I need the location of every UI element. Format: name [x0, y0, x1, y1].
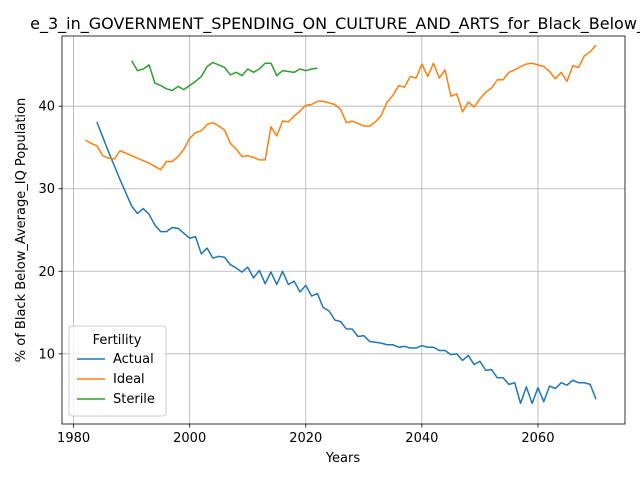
y-axis-ticks: 10 20 30 40: [38, 100, 62, 362]
x-tick-label: 1980: [57, 431, 90, 446]
chart-title: e_3_in_GOVERNMENT_SPENDING_ON_CULTURE_AN…: [30, 14, 640, 34]
x-tick-label: 2060: [521, 431, 554, 446]
x-tick-label: 2000: [173, 431, 206, 446]
y-tick-label: 40: [38, 100, 55, 115]
series-line-ideal: [84, 44, 597, 171]
series-line-actual: [96, 121, 597, 405]
x-tick-label: 2020: [289, 431, 322, 446]
series-line-sterile: [131, 60, 318, 92]
y-tick-label: 20: [38, 265, 55, 280]
x-axis-ticks: 1980 2000 2020 2040 2060: [57, 424, 554, 446]
axes-frame: [61, 35, 626, 425]
series-lines: [84, 44, 597, 405]
legend-frame: [68, 325, 167, 417]
legend-title: Fertility: [93, 333, 142, 348]
x-tick-label: 2040: [405, 431, 438, 446]
legend-label-actual: Actual: [113, 352, 154, 367]
x-axis-label: Years: [325, 451, 361, 466]
legend-label-sterile: Sterile: [113, 392, 155, 407]
legend-label-ideal: Ideal: [113, 372, 145, 387]
y-tick-label: 30: [38, 182, 55, 197]
y-tick-label: 10: [38, 347, 55, 362]
y-axis-label: % of Black Below_Average_IQ Population: [14, 98, 29, 362]
legend-entries: Actual Ideal Sterile: [77, 352, 155, 407]
legend: Fertility Actual Ideal Sterile: [68, 325, 167, 417]
